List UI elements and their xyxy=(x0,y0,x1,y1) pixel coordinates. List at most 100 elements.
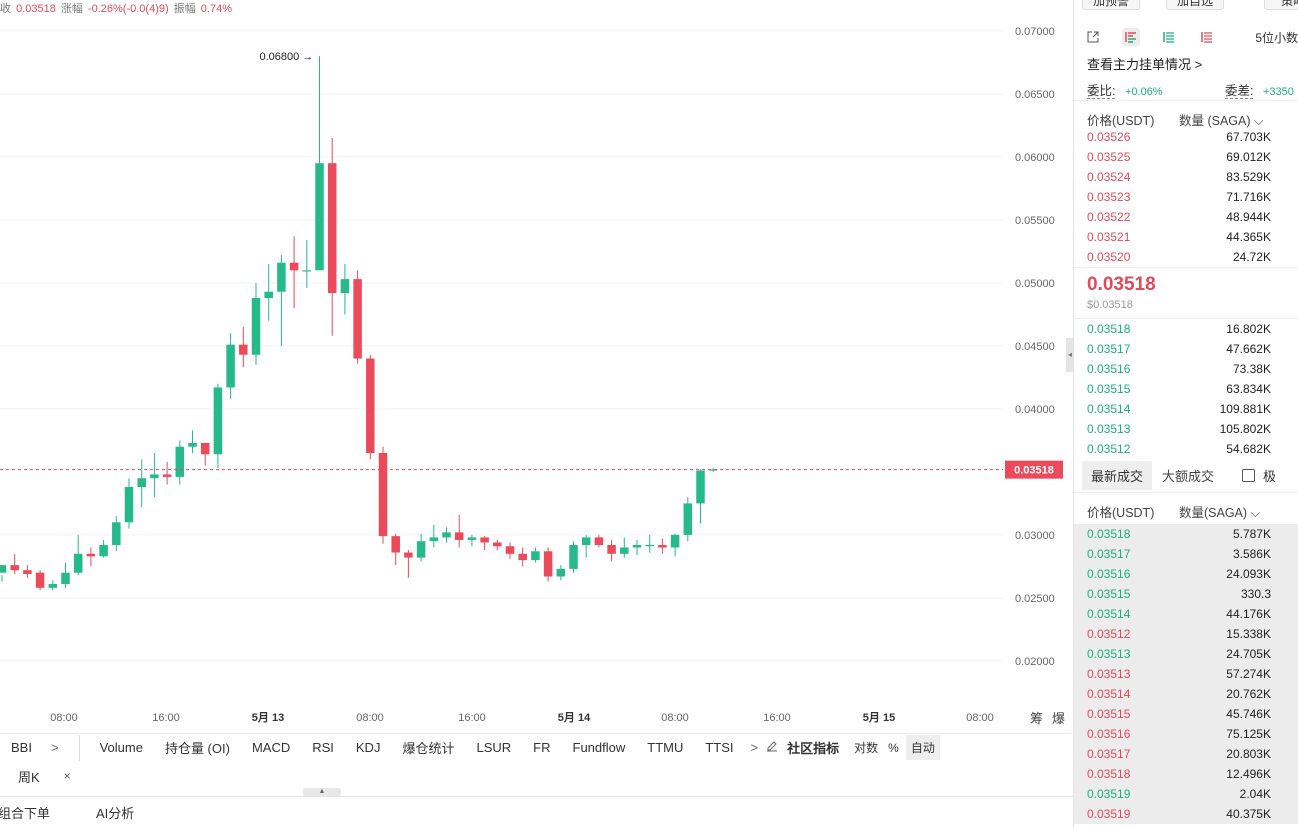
book-both-icon[interactable] xyxy=(1122,28,1140,46)
trade-row[interactable]: 0.03519 2.04K xyxy=(1074,784,1298,804)
trade-row[interactable]: 0.03512 15.338K xyxy=(1074,624,1298,644)
indicator-ttmu[interactable]: TTMU xyxy=(647,740,684,755)
ask-price: 0.03525 xyxy=(1087,150,1131,164)
close-icon[interactable]: × xyxy=(63,769,71,783)
indicator-bbi[interactable]: BBI xyxy=(11,740,32,755)
trade-row[interactable]: 0.03513 24.705K xyxy=(1074,644,1298,664)
trade-row[interactable]: 0.03514 20.762K xyxy=(1074,684,1298,704)
ask-qty: 44.365K xyxy=(1226,230,1271,244)
y-tick-label: 0.03000 xyxy=(1015,530,1055,542)
order-book-panel: 加预警 加自选 策略 5位小数 查看主力挂单情况 > 委比: +0.06% xyxy=(1074,0,1298,828)
strategy-button[interactable]: 策略 xyxy=(1264,0,1298,10)
indicator-macd[interactable]: MACD xyxy=(251,740,291,755)
tab-ai-analysis[interactable]: AI分析 xyxy=(96,806,135,821)
chevron-right-icon[interactable]: > xyxy=(50,740,59,755)
candle-body xyxy=(251,298,261,355)
decimal-precision-select[interactable]: 5位小数 xyxy=(1255,30,1298,45)
book-bids-icon[interactable] xyxy=(1160,28,1178,46)
trade-qty: 24.705K xyxy=(1226,647,1271,661)
indicator-volume[interactable]: Volume xyxy=(99,740,143,755)
ask-row[interactable]: 0.03520 24.72K xyxy=(1074,247,1298,267)
ask-row[interactable]: 0.03524 83.529K xyxy=(1074,167,1298,187)
col-qty[interactable]: 数量 (SAGA) ⌵ xyxy=(1179,110,1264,129)
bid-row[interactable]: 0.03517 47.662K xyxy=(1074,339,1298,359)
ask-row[interactable]: 0.03522 48.944K xyxy=(1074,207,1298,227)
indicator-lsur[interactable]: LSUR xyxy=(476,740,512,755)
trade-row[interactable]: 0.03515 330.3 xyxy=(1074,584,1298,604)
edit-icon[interactable] xyxy=(766,740,778,755)
candle-body xyxy=(467,537,477,540)
y-tick-label: 0.05000 xyxy=(1015,278,1055,290)
add-watchlist-button[interactable]: 加自选 xyxy=(1166,0,1224,10)
bottom-tabs: 组合下单 AI分析 xyxy=(0,796,1073,828)
trade-price: 0.03513 xyxy=(1087,667,1131,681)
x-tick-label: 08:00 xyxy=(966,712,994,724)
candle-body xyxy=(378,453,388,537)
add-alert-button[interactable]: 加预警 xyxy=(1082,0,1140,10)
chevron-right-icon[interactable]: > xyxy=(750,740,759,755)
candle-body xyxy=(556,568,566,577)
bid-row[interactable]: 0.03514 109.881K xyxy=(1074,399,1298,419)
ask-row[interactable]: 0.03525 69.012K xyxy=(1074,147,1298,167)
bid-row[interactable]: 0.03518 16.802K xyxy=(1074,319,1298,339)
trade-row[interactable]: 0.03519 40.375K xyxy=(1074,804,1298,824)
trade-qty: 5.787K xyxy=(1232,527,1271,541)
indicator-oi[interactable]: 持仓量 (OI) xyxy=(164,741,230,756)
book-asks-icon[interactable] xyxy=(1198,28,1216,46)
trade-qty: 75.125K xyxy=(1226,727,1271,741)
community-indicators[interactable]: 社区指标 xyxy=(787,741,840,756)
bid-row[interactable]: 0.03515 63.834K xyxy=(1074,379,1298,399)
bid-row[interactable]: 0.03512 54.682K xyxy=(1074,439,1298,459)
tab-combo-order[interactable]: 组合下单 xyxy=(0,806,51,821)
indicator-kdj[interactable]: KDJ xyxy=(355,740,381,755)
candle-body xyxy=(340,279,350,293)
filter-checkbox[interactable] xyxy=(1242,468,1256,482)
divider xyxy=(1074,318,1298,319)
x-tick-label: 08:00 xyxy=(356,712,384,724)
kline-chart-svg[interactable]: 0.07000 0.06500 0.06000 0.05500 0.05000 0.045… xyxy=(0,0,1073,730)
trade-row[interactable]: 0.03518 5.787K xyxy=(1074,524,1298,544)
trade-row[interactable]: 0.03516 24.093K xyxy=(1074,564,1298,584)
period-tag[interactable]: 周K xyxy=(18,769,40,785)
trade-price: 0.03517 xyxy=(1087,547,1131,561)
popout-icon[interactable] xyxy=(1084,28,1102,46)
bid-price: 0.03516 xyxy=(1087,362,1131,376)
y-tick-label: 0.06000 xyxy=(1015,152,1055,164)
kline-chart[interactable]: 0.07000 0.06500 0.06000 0.05500 0.05000 0.045… xyxy=(0,0,1073,730)
candle-body xyxy=(658,544,667,548)
trade-qty: 20.803K xyxy=(1226,747,1271,761)
trade-row[interactable]: 0.03513 57.274K xyxy=(1074,664,1298,684)
auto-scale-toggle[interactable]: 自动 xyxy=(905,735,940,760)
indicator-fr[interactable]: FR xyxy=(533,740,551,755)
ask-row[interactable]: 0.03526 67.703K xyxy=(1074,127,1298,147)
trade-row[interactable]: 0.03514 44.176K xyxy=(1074,604,1298,624)
trade-col-qty[interactable]: 数量(SAGA) ⌵ xyxy=(1179,502,1260,521)
trade-row[interactable]: 0.03516 75.125K xyxy=(1074,724,1298,744)
panel-resize-handle[interactable]: ▲ xyxy=(303,788,341,796)
indicator-rsi[interactable]: RSI xyxy=(312,740,334,755)
trade-col-qty-label: 数量(SAGA) xyxy=(1179,506,1248,520)
bid-row[interactable]: 0.03513 105.802K xyxy=(1074,419,1298,439)
main-orders-link[interactable]: 查看主力挂单情况 > xyxy=(1087,57,1203,72)
trade-row[interactable]: 0.03517 3.586K xyxy=(1074,544,1298,564)
divider xyxy=(1074,267,1298,268)
indicator-fundflow[interactable]: Fundflow xyxy=(572,740,626,755)
indicator-liquidation[interactable]: 爆仓统计 xyxy=(402,741,455,756)
trade-row[interactable]: 0.03515 45.746K xyxy=(1074,704,1298,724)
tab-latest-trades[interactable]: 最新成交 xyxy=(1082,460,1153,490)
trade-row[interactable]: 0.03518 12.496K xyxy=(1074,764,1298,784)
collapse-sidebar-handle[interactable]: ◂ xyxy=(1066,338,1074,372)
bid-qty: 47.662K xyxy=(1226,342,1271,356)
divider xyxy=(78,734,80,761)
trade-row[interactable]: 0.03517 20.803K xyxy=(1074,744,1298,764)
tab-large-trades[interactable]: 大额成交 xyxy=(1162,468,1215,484)
ask-row[interactable]: 0.03523 71.716K xyxy=(1074,187,1298,207)
indicator-ttsi[interactable]: TTSI xyxy=(705,740,734,755)
ask-row[interactable]: 0.03521 44.365K xyxy=(1074,227,1298,247)
percent-scale-toggle[interactable]: % xyxy=(888,740,899,755)
bid-row[interactable]: 0.03516 73.38K xyxy=(1074,359,1298,379)
bid-price: 0.03515 xyxy=(1087,382,1131,396)
log-scale-toggle[interactable]: 对数 xyxy=(854,741,879,755)
trade-col-price: 价格(USDT) xyxy=(1087,506,1155,520)
current-price-tag xyxy=(1005,460,1063,479)
